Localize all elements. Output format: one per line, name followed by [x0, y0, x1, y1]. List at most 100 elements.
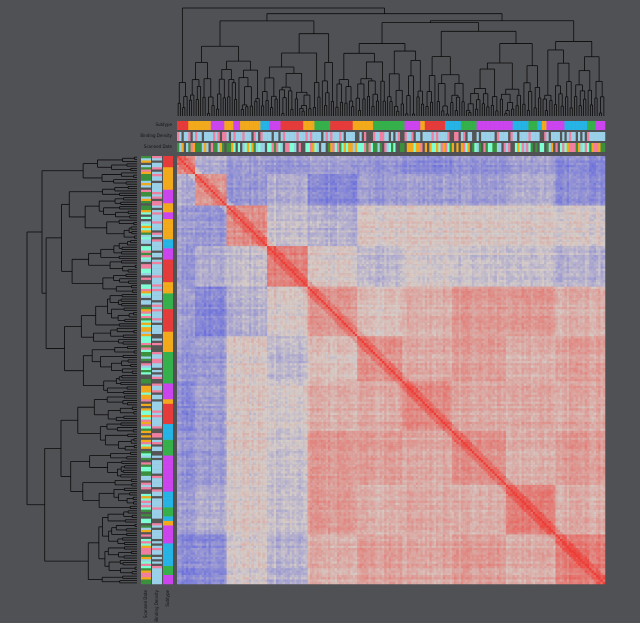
heatmap-cell: [274, 183, 277, 186]
heatmap-cell: [558, 176, 561, 179]
heatmap-cell: [368, 167, 371, 170]
heatmap-cell: [267, 161, 270, 164]
heatmap-cell: [337, 161, 340, 164]
row-annotation-cell: [163, 275, 173, 278]
heatmap-cell: [330, 181, 333, 184]
heatmap-cell: [585, 185, 588, 188]
column-annotation-cell: [355, 121, 358, 130]
row-annotation-cell: [141, 181, 151, 184]
row-annotation-cell: [163, 458, 173, 461]
heatmap-cell: [423, 179, 426, 182]
row-annotation-cell: [141, 420, 151, 423]
heatmap-cell: [276, 172, 279, 175]
heatmap-cell: [409, 163, 412, 166]
heatmap-cell: [465, 156, 468, 159]
heatmap-cell: [260, 161, 263, 164]
heatmap-cell: [348, 167, 351, 170]
row-annotation-cell: [163, 365, 173, 368]
row-annotation-cell: [141, 163, 151, 166]
heatmap-cell: [463, 172, 466, 175]
heatmap-cell: [224, 158, 227, 161]
heatmap-cell: [533, 172, 536, 175]
heatmap-cell: [443, 167, 446, 170]
column-annotation-cell: [409, 121, 412, 130]
row-annotation-cell: [163, 251, 173, 254]
column-annotation-cell: [486, 121, 489, 130]
heatmap-cell: [598, 165, 601, 168]
row-annotation-cell: [141, 327, 151, 330]
heatmap-cell: [549, 181, 552, 184]
heatmap-cell: [571, 185, 574, 188]
heatmap-cell: [443, 163, 446, 166]
row-annotation-cell: [163, 359, 173, 362]
heatmap-cell: [254, 172, 257, 175]
heatmap-cell: [483, 158, 486, 161]
row-annotation-cell: [163, 557, 173, 560]
heatmap-cell: [353, 174, 356, 177]
heatmap-cell: [564, 167, 567, 170]
heatmap-cell: [402, 185, 405, 188]
heatmap-cell: [513, 176, 516, 179]
heatmap-cell: [206, 170, 209, 173]
heatmap-cell: [504, 161, 507, 164]
heatmap-cell: [206, 156, 209, 159]
column-annotation-cell: [211, 132, 214, 141]
row-annotation-cell: [152, 381, 162, 384]
column-annotation-cell: [337, 143, 340, 152]
heatmap-cell: [533, 156, 536, 159]
heatmap-cell: [314, 163, 317, 166]
column-annotation-cell: [582, 132, 585, 141]
row-annotation-cell: [163, 356, 173, 359]
heatmap-cell: [528, 161, 531, 164]
row-annotation-cell: [141, 552, 151, 555]
heatmap-cell: [220, 185, 223, 188]
heatmap-cell: [366, 165, 369, 168]
heatmap-cell: [209, 170, 212, 173]
heatmap-cell: [195, 170, 198, 173]
column-annotation-cell: [308, 143, 311, 152]
heatmap-cell: [573, 165, 576, 168]
heatmap-cell: [544, 172, 547, 175]
heatmap-cell: [456, 181, 459, 184]
heatmap-cell: [301, 174, 304, 177]
row-annotation-cell: [141, 451, 151, 454]
row-annotation-cell: [152, 311, 162, 314]
row-annotation-cell: [152, 510, 162, 513]
heatmap-cell: [558, 158, 561, 161]
row-annotation-cell: [163, 183, 173, 186]
heatmap-cell: [321, 176, 324, 179]
heatmap-cell: [407, 185, 410, 188]
heatmap-cell: [296, 163, 299, 166]
heatmap-cell: [463, 161, 466, 164]
row-annotation-cell: [152, 228, 162, 231]
column-annotation-cell: [429, 121, 432, 130]
heatmap-cell: [278, 174, 281, 177]
heatmap-cell: [549, 172, 552, 175]
heatmap-cell: [380, 185, 383, 188]
heatmap-cell: [495, 156, 498, 159]
row-annotation-cell: [152, 345, 162, 348]
column-annotation-cell: [350, 143, 353, 152]
heatmap-cell: [186, 165, 189, 168]
heatmap-cell: [438, 176, 441, 179]
heatmap-cell: [238, 156, 241, 159]
heatmap-cell: [524, 179, 527, 182]
heatmap-cell: [567, 185, 570, 188]
heatmap-cell: [283, 179, 286, 182]
heatmap-cell: [553, 161, 556, 164]
heatmap-cell: [571, 161, 574, 164]
row-annotation-cell: [163, 386, 173, 389]
heatmap-cell: [231, 158, 234, 161]
heatmap-cell: [582, 167, 585, 170]
heatmap-cell: [427, 156, 430, 159]
heatmap-cell: [258, 179, 261, 182]
heatmap-cell: [312, 174, 315, 177]
heatmap-cell: [391, 163, 394, 166]
row-annotation-cell: [141, 381, 151, 384]
heatmap-cell: [393, 158, 396, 161]
heatmap-cell: [499, 158, 502, 161]
heatmap-cell: [526, 165, 529, 168]
heatmap-cell: [326, 158, 329, 161]
heatmap-cell: [290, 156, 293, 159]
column-annotation-cell: [323, 121, 326, 130]
